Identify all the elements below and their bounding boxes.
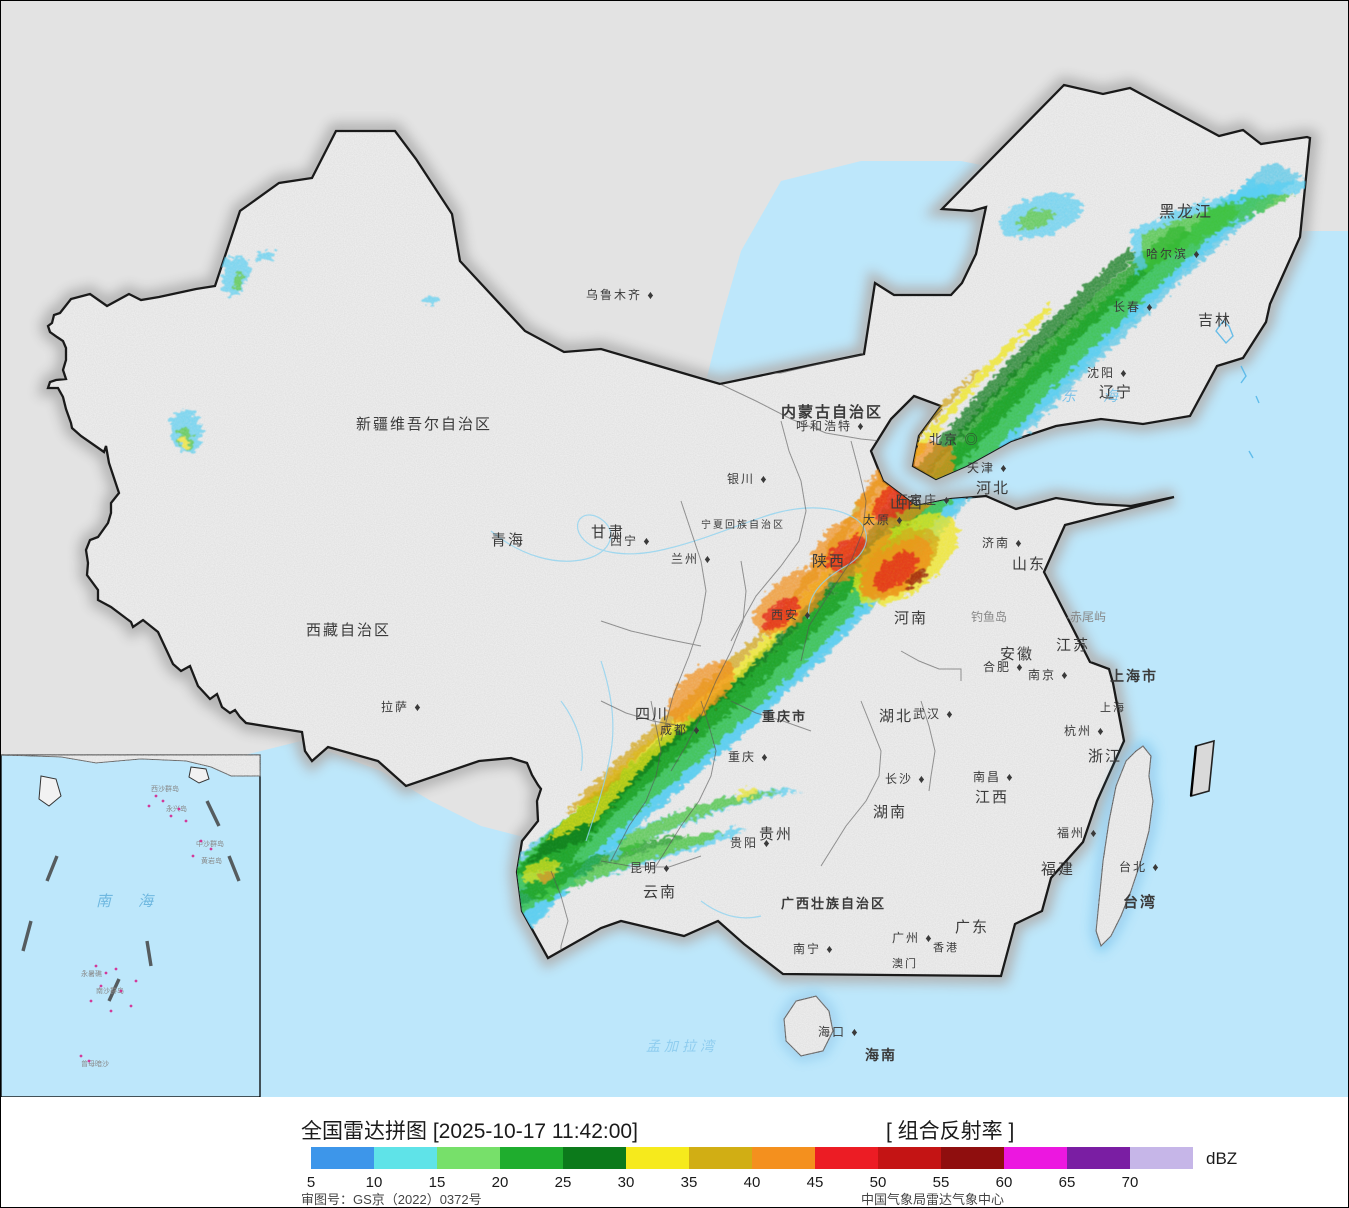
- svg-text:·赤尾屿: ·赤尾屿: [1066, 610, 1106, 624]
- svg-text:dBZ: dBZ: [1206, 1149, 1237, 1168]
- svg-text:40: 40: [744, 1174, 761, 1191]
- svg-text:25: 25: [555, 1174, 572, 1191]
- svg-text:30: 30: [618, 1174, 635, 1191]
- svg-text:钓鱼岛: 钓鱼岛: [971, 609, 1007, 624]
- svg-text:孟加拉湾: 孟加拉湾: [646, 1038, 718, 1054]
- svg-text:45: 45: [807, 1174, 824, 1191]
- svg-text:西沙群岛: 西沙群岛: [151, 784, 179, 793]
- svg-text:20: 20: [492, 1174, 509, 1191]
- svg-text:永暑礁: 永暑礁: [81, 969, 102, 978]
- svg-text:黄岩岛: 黄岩岛: [201, 856, 222, 865]
- svg-text:35: 35: [681, 1174, 698, 1191]
- svg-text:65: 65: [1059, 1174, 1076, 1191]
- svg-text:永兴岛: 永兴岛: [166, 804, 187, 813]
- svg-text:曾母暗沙: 曾母暗沙: [81, 1059, 109, 1068]
- svg-text:70: 70: [1122, 1174, 1139, 1191]
- svg-text:南 海: 南 海: [96, 893, 159, 910]
